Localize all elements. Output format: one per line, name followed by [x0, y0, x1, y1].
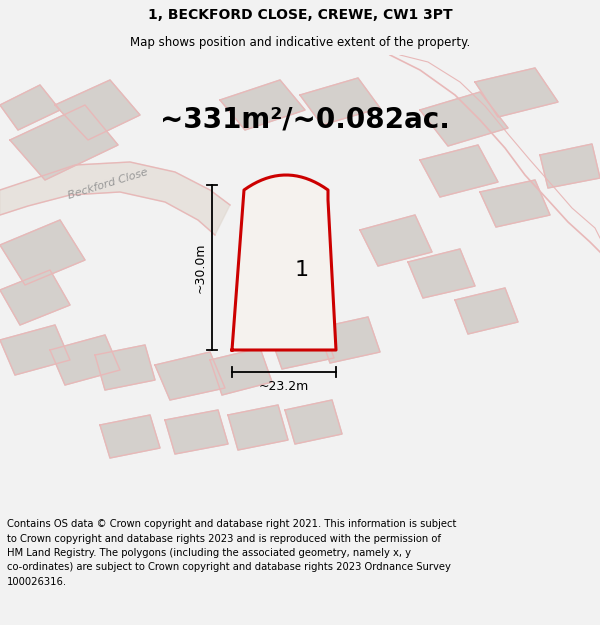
Polygon shape [455, 288, 518, 334]
Text: ~30.0m: ~30.0m [193, 242, 206, 292]
Polygon shape [155, 352, 225, 400]
Polygon shape [165, 410, 228, 454]
Polygon shape [55, 80, 140, 140]
Polygon shape [0, 270, 70, 325]
Polygon shape [0, 85, 60, 130]
Polygon shape [0, 162, 230, 235]
Polygon shape [475, 68, 558, 117]
Polygon shape [100, 415, 160, 458]
Text: 1: 1 [295, 260, 309, 280]
Polygon shape [210, 348, 272, 395]
Polygon shape [270, 324, 334, 369]
Polygon shape [480, 180, 550, 227]
Polygon shape [220, 80, 305, 130]
Polygon shape [0, 325, 70, 375]
Polygon shape [420, 145, 498, 197]
Polygon shape [228, 405, 288, 450]
Text: Contains OS data © Crown copyright and database right 2021. This information is : Contains OS data © Crown copyright and d… [7, 519, 457, 587]
Polygon shape [300, 78, 380, 125]
Text: ~23.2m: ~23.2m [259, 379, 309, 392]
Polygon shape [285, 400, 342, 444]
Polygon shape [408, 249, 475, 298]
Polygon shape [420, 92, 508, 146]
Text: Map shows position and indicative extent of the property.: Map shows position and indicative extent… [130, 36, 470, 49]
Polygon shape [232, 175, 336, 350]
Polygon shape [50, 335, 120, 385]
Polygon shape [10, 105, 118, 180]
Polygon shape [95, 345, 155, 390]
Polygon shape [360, 215, 432, 266]
Polygon shape [0, 220, 85, 285]
Text: 1, BECKFORD CLOSE, CREWE, CW1 3PT: 1, BECKFORD CLOSE, CREWE, CW1 3PT [148, 8, 452, 22]
Polygon shape [318, 317, 380, 363]
Text: ~331m²/~0.082ac.: ~331m²/~0.082ac. [160, 106, 450, 134]
Polygon shape [540, 144, 600, 188]
Text: Beckford Close: Beckford Close [67, 167, 149, 201]
